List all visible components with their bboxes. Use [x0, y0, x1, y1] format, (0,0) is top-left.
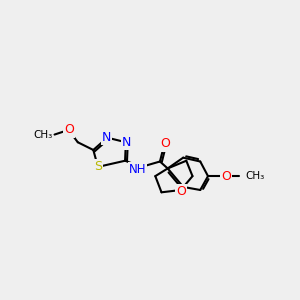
Text: O: O [176, 185, 186, 198]
Text: O: O [221, 169, 231, 183]
Text: S: S [94, 160, 102, 173]
Text: O: O [160, 137, 170, 150]
Text: CH₃: CH₃ [33, 130, 52, 140]
Text: N: N [122, 136, 131, 149]
Text: CH₃: CH₃ [245, 171, 265, 181]
Text: O: O [64, 123, 74, 136]
Text: N: N [102, 131, 111, 144]
Text: NH: NH [129, 164, 146, 176]
